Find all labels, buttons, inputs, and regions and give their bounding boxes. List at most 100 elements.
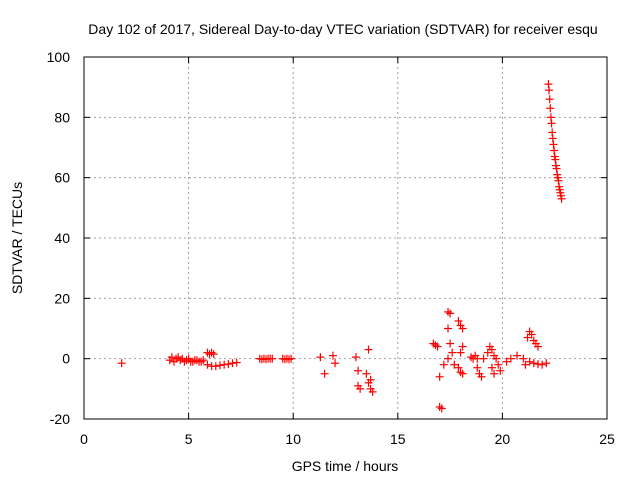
data-point <box>483 348 492 357</box>
data-point <box>439 360 448 369</box>
data-point <box>224 360 233 369</box>
data-point <box>490 369 499 378</box>
data-point <box>554 176 563 185</box>
data-point <box>456 348 465 357</box>
x-axis-label: GPS time / hours <box>292 458 399 474</box>
data-point <box>551 155 560 164</box>
data-point <box>368 387 377 396</box>
y-tick-label: 60 <box>54 170 70 186</box>
data-point <box>496 366 505 375</box>
data-point <box>502 357 511 366</box>
data-point <box>538 360 547 369</box>
data-point <box>548 128 557 137</box>
data-point <box>533 360 542 369</box>
data-point <box>450 360 459 369</box>
chart-title: Day 102 of 2017, Sidereal Day-to-day VTE… <box>88 21 597 37</box>
x-tick-label: 5 <box>185 431 193 447</box>
data-point <box>521 360 530 369</box>
data-point <box>479 354 488 363</box>
y-tick-label: 100 <box>47 49 71 65</box>
data-point <box>542 359 551 368</box>
data-point <box>552 164 561 173</box>
x-tick-label: 15 <box>390 431 406 447</box>
data-point <box>557 194 566 203</box>
data-point <box>506 354 515 363</box>
data-point <box>494 360 503 369</box>
data-point <box>362 369 371 378</box>
data-point <box>456 368 465 377</box>
data-point <box>477 372 486 381</box>
data-point <box>444 354 453 363</box>
y-axis-label: SDTVAR / TECUs <box>9 182 25 294</box>
data-point <box>527 330 536 339</box>
data-point <box>544 80 553 89</box>
data-point <box>467 353 476 362</box>
data-point <box>550 146 559 155</box>
data-point <box>354 366 363 375</box>
data-points <box>117 80 566 413</box>
data-point <box>182 356 191 365</box>
data-point <box>454 316 463 325</box>
data-point <box>211 362 220 371</box>
data-point <box>285 355 294 364</box>
data-point <box>287 354 296 363</box>
data-point <box>547 119 556 128</box>
data-point <box>546 104 555 113</box>
x-tick-label: 0 <box>80 431 88 447</box>
data-point <box>431 341 440 350</box>
data-point <box>209 350 218 359</box>
data-point <box>316 353 325 362</box>
data-point <box>215 361 224 370</box>
data-point <box>331 359 340 368</box>
ticks-layer: 0 5 10 15 20 25 -20 0 20 40 60 80 100 <box>47 49 615 447</box>
data-point <box>262 355 271 364</box>
data-point <box>203 360 212 369</box>
data-point <box>433 342 442 351</box>
y-tick-label: 80 <box>54 109 70 125</box>
data-point <box>228 359 237 368</box>
data-point <box>454 363 463 372</box>
data-point <box>519 354 528 363</box>
data-point <box>487 345 496 354</box>
data-point <box>549 140 558 149</box>
data-point <box>529 359 538 368</box>
data-point <box>545 86 554 95</box>
data-point <box>199 356 208 365</box>
data-point <box>320 369 329 378</box>
data-point <box>356 384 365 393</box>
x-tick-label: 20 <box>495 431 511 447</box>
data-point <box>351 353 360 362</box>
data-point <box>487 363 496 372</box>
data-point <box>444 307 453 316</box>
data-point <box>437 404 446 413</box>
data-point <box>446 309 455 318</box>
data-point <box>207 348 216 357</box>
data-point <box>458 342 467 351</box>
data-point <box>545 95 554 104</box>
data-point <box>523 333 532 342</box>
data-point <box>525 357 534 366</box>
data-point <box>546 113 555 122</box>
y-tick-label: -20 <box>50 411 70 427</box>
data-point <box>328 351 337 360</box>
data-point <box>366 375 375 384</box>
y-tick-label: 20 <box>54 290 70 306</box>
data-point <box>473 363 482 372</box>
data-point <box>458 369 467 378</box>
data-point <box>232 358 241 367</box>
data-point <box>513 351 522 360</box>
data-point <box>446 339 455 348</box>
data-point <box>492 354 501 363</box>
data-point <box>220 360 229 369</box>
data-point <box>117 359 126 368</box>
y-tick-label: 40 <box>54 230 70 246</box>
data-point <box>268 354 277 363</box>
data-point <box>435 402 444 411</box>
data-point <box>533 342 542 351</box>
data-point <box>435 372 444 381</box>
y-tick-label: 0 <box>62 351 70 367</box>
x-tick-label: 10 <box>285 431 301 447</box>
data-point <box>444 324 453 333</box>
data-point <box>448 348 457 357</box>
